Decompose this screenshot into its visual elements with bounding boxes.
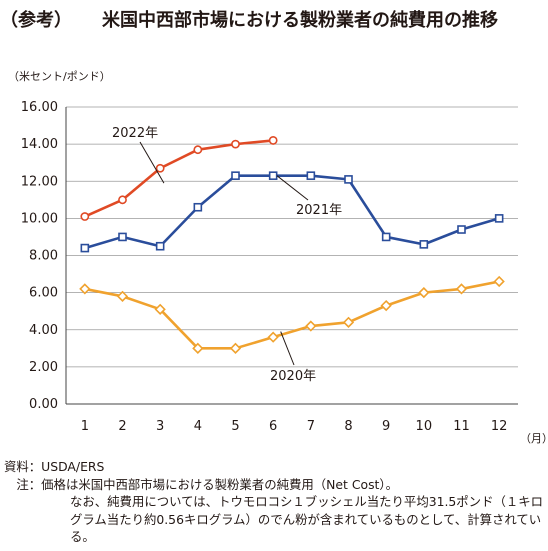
note-text-2: なお、純費用については、トウモロコシ１ブッシェル当たり平均31.5ポンド（１キロ… — [70, 494, 544, 544]
data-point — [80, 243, 90, 253]
x-tick-label: 4 — [194, 419, 202, 434]
data-point — [118, 195, 127, 205]
title-tag: （参考） — [0, 10, 72, 31]
data-point — [231, 171, 240, 180]
data-point — [193, 145, 203, 155]
data-point — [418, 286, 430, 299]
line-chart: 0.00 2.00 4.00 6.00 8.00 10.00 12.00 14.00 16.00… — [21, 100, 548, 445]
data-point — [155, 163, 165, 173]
data-point — [305, 320, 317, 332]
y-tick-label: 4.00 — [29, 323, 58, 338]
data-point — [306, 171, 316, 180]
data-point — [193, 202, 203, 212]
y-tick-label: 16.00 — [21, 100, 58, 115]
series-line — [84, 280, 500, 350]
x-tick-label: 7 — [307, 419, 315, 434]
x-tick-label: 6 — [269, 419, 277, 434]
series-label: 2022年 — [112, 126, 158, 141]
x-tick-label: 9 — [382, 419, 390, 434]
data-point — [192, 342, 204, 354]
data-point — [231, 139, 240, 149]
y-tick-label: 14.00 — [21, 137, 58, 152]
data-point — [79, 283, 91, 295]
data-point — [118, 232, 127, 242]
data-point — [380, 299, 392, 312]
x-tick-label: 2 — [118, 419, 126, 434]
y-tick-label: 2.00 — [29, 360, 58, 375]
data-point — [267, 331, 279, 343]
data-point — [155, 241, 165, 251]
y-tick-label: 0.00 — [29, 397, 58, 412]
data-point — [116, 290, 129, 302]
data-point — [455, 283, 468, 295]
data-point — [344, 175, 353, 184]
data-point — [381, 232, 391, 242]
x-tick-label: 3 — [156, 419, 164, 434]
source-text: USDA/ERS — [41, 459, 105, 474]
data-point — [229, 342, 242, 354]
leader-line — [280, 331, 295, 366]
series-label: 2021年 — [296, 203, 342, 218]
data-point — [154, 303, 166, 315]
note-label: 注： — [4, 476, 42, 492]
series-line — [84, 139, 274, 218]
series-label: 2020年 — [270, 369, 316, 384]
source-label: 資料： — [4, 459, 42, 474]
data-point — [342, 316, 355, 328]
x-tick-label: 10 — [416, 419, 433, 434]
y-tick-label: 12.00 — [21, 174, 58, 189]
y-tick-label: 8.00 — [29, 249, 58, 264]
note-text-1: 価格は米国中西部市場における製粉業者の純費用（Net Cost）。 — [41, 476, 398, 492]
data-point — [80, 212, 90, 221]
note-row: 注： 価格は米国中西部市場における製粉業者の純費用（Net Cost）。 — [4, 476, 544, 494]
data-point — [419, 240, 429, 249]
series-line — [84, 174, 500, 250]
y-tick-label: 10.00 — [21, 211, 58, 226]
x-tick-label: 8 — [344, 419, 352, 434]
x-unit-label: （月） — [520, 432, 548, 445]
y-tick-label: 6.00 — [29, 286, 58, 301]
x-tick-label: 5 — [231, 419, 239, 434]
source-row: 資料： USDA/ERS — [4, 458, 544, 476]
chart-title: （参考） 米国中西部市場における製粉業者の純費用の推移 — [0, 0, 548, 64]
leader-line — [139, 141, 165, 184]
title-main: 米国中西部市場における製粉業者の純費用の推移 — [102, 10, 498, 31]
notes: 資料： USDA/ERS 注： 価格は米国中西部市場における製粉業者の純費用（N… — [4, 458, 544, 546]
x-tick-label: 1 — [81, 419, 89, 434]
x-tick-label: 12 — [491, 419, 508, 434]
leader-line — [276, 175, 309, 201]
data-point — [268, 171, 278, 180]
data-point — [457, 225, 466, 234]
y-unit-label: （米セント/ポンド） — [8, 70, 111, 83]
data-point — [493, 275, 505, 288]
data-point — [268, 136, 278, 145]
x-tick-label: 11 — [453, 419, 470, 434]
data-point — [494, 214, 504, 223]
